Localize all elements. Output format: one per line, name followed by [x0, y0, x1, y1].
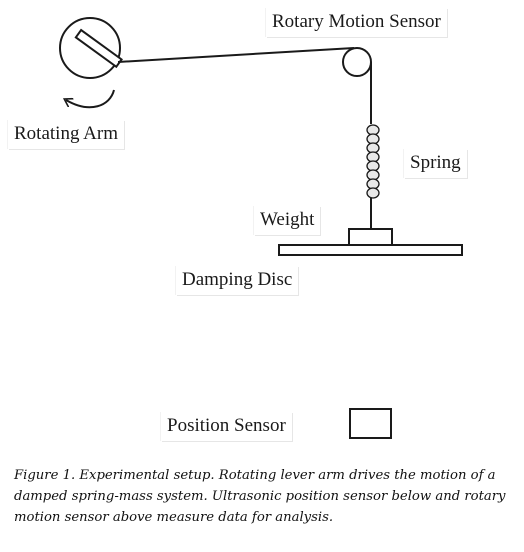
rotating-arm-disc	[59, 17, 121, 79]
damping-disc-label: Damping Disc	[176, 266, 299, 295]
position-sensor-label: Position Sensor	[161, 412, 292, 441]
position-sensor-box	[349, 408, 392, 439]
string-arm-to-pulley	[117, 47, 355, 63]
spring-coils	[366, 124, 380, 199]
rotary-motion-sensor-label: Rotary Motion Sensor	[266, 8, 447, 37]
rotation-arrow-icon	[66, 89, 115, 109]
lever-arm	[74, 28, 123, 69]
pulley	[342, 47, 372, 77]
rotating-arm-assembly	[59, 17, 123, 79]
weight-block	[348, 228, 393, 246]
damping-disc-plate	[278, 244, 463, 256]
weight-label: Weight	[254, 206, 321, 235]
figure-caption: Figure 1. Experimental setup. Rotating l…	[14, 468, 506, 525]
spring-coil	[366, 187, 380, 199]
spring-label: Spring	[404, 149, 467, 178]
rotating-arm-label: Rotating Arm	[8, 120, 124, 149]
